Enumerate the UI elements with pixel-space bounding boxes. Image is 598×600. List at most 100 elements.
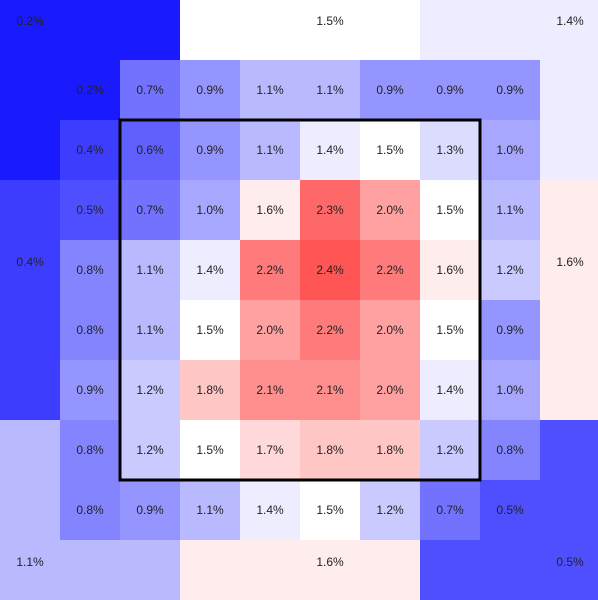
cell-label: 0.8% xyxy=(76,323,104,337)
strike-zone-box xyxy=(118,118,482,482)
cell-label: 1.0% xyxy=(196,203,224,217)
heat-cell xyxy=(240,420,300,480)
zone-label-middle-left: 0.4% xyxy=(16,255,44,269)
zone-bottom-left xyxy=(0,420,180,600)
heat-cell xyxy=(60,420,120,480)
heat-cell xyxy=(480,120,540,180)
heat-cell xyxy=(360,420,420,480)
heat-cell xyxy=(180,360,240,420)
zone-label-top-right: 1.4% xyxy=(556,14,584,28)
cell-label: 1.5% xyxy=(196,323,224,337)
heat-cell xyxy=(480,240,540,300)
heat-cell xyxy=(420,240,480,300)
cell-label: 1.5% xyxy=(316,503,344,517)
heat-cell xyxy=(180,240,240,300)
heat-cell xyxy=(120,120,180,180)
zone-label-bottom-left: 1.1% xyxy=(16,555,44,569)
heat-cell xyxy=(120,60,180,120)
heat-cell xyxy=(60,480,120,540)
heat-cell xyxy=(480,420,540,480)
cell-label: 1.4% xyxy=(316,143,344,157)
cell-label: 1.2% xyxy=(376,503,404,517)
cell-label: 0.9% xyxy=(496,323,524,337)
heat-cell xyxy=(180,300,240,360)
cell-label: 0.2% xyxy=(76,83,104,97)
cell-label: 0.9% xyxy=(376,83,404,97)
cell-label: 1.1% xyxy=(256,83,284,97)
heat-cell xyxy=(60,60,120,120)
cell-label: 2.0% xyxy=(376,203,404,217)
cell-label: 1.8% xyxy=(196,383,224,397)
heat-cell xyxy=(120,300,180,360)
inner-grid xyxy=(60,60,540,540)
cell-label: 0.8% xyxy=(76,443,104,457)
cell-label: 0.9% xyxy=(496,83,524,97)
cell-label: 1.3% xyxy=(436,143,464,157)
heat-cell xyxy=(420,60,480,120)
cell-label: 2.1% xyxy=(316,383,344,397)
cell-label: 1.0% xyxy=(496,143,524,157)
heat-cell xyxy=(60,120,120,180)
heat-cell xyxy=(360,480,420,540)
cell-label: 2.0% xyxy=(376,323,404,337)
cell-label: 1.2% xyxy=(136,443,164,457)
cell-label: 2.2% xyxy=(376,263,404,277)
cell-label: 1.5% xyxy=(196,443,224,457)
heat-cell xyxy=(480,300,540,360)
zone-top-right xyxy=(420,0,598,180)
zone-middle-right xyxy=(540,180,598,420)
zone-label-top-center: 1.5% xyxy=(316,14,344,28)
heat-cell xyxy=(180,480,240,540)
heat-cell xyxy=(180,120,240,180)
cell-label: 0.9% xyxy=(196,143,224,157)
cell-label: 2.1% xyxy=(256,383,284,397)
cell-label: 1.1% xyxy=(196,503,224,517)
heat-cell xyxy=(420,480,480,540)
cell-label: 1.8% xyxy=(316,443,344,457)
heat-cell xyxy=(480,180,540,240)
heat-cell xyxy=(480,60,540,120)
heat-cell xyxy=(180,180,240,240)
cell-label: 0.9% xyxy=(196,83,224,97)
cell-label: 0.9% xyxy=(136,503,164,517)
heat-cell xyxy=(180,420,240,480)
cell-label: 0.4% xyxy=(76,143,104,157)
heat-cell xyxy=(360,300,420,360)
cell-label: 1.1% xyxy=(256,143,284,157)
heat-cell xyxy=(120,480,180,540)
zone-middle-left xyxy=(0,180,60,420)
heat-cell xyxy=(420,300,480,360)
cell-label: 0.5% xyxy=(496,503,524,517)
cell-label: 2.0% xyxy=(256,323,284,337)
cell-label: 1.8% xyxy=(376,443,404,457)
heat-cell xyxy=(240,120,300,180)
heat-cell xyxy=(360,360,420,420)
heat-cell xyxy=(60,360,120,420)
cell-label: 0.8% xyxy=(76,263,104,277)
strike-zone-box-layer xyxy=(118,118,482,482)
heat-cell xyxy=(360,60,420,120)
heat-cell xyxy=(300,240,360,300)
heat-cell xyxy=(120,420,180,480)
cell-label: 1.6% xyxy=(256,203,284,217)
heat-cell xyxy=(240,240,300,300)
heat-cell xyxy=(180,60,240,120)
cell-label: 1.2% xyxy=(496,263,524,277)
cell-label: 0.8% xyxy=(496,443,524,457)
heat-cell xyxy=(360,180,420,240)
cell-label: 1.0% xyxy=(496,383,524,397)
cell-label: 0.5% xyxy=(76,203,104,217)
zone-label-bottom-center: 1.6% xyxy=(316,555,344,569)
heat-cell xyxy=(60,240,120,300)
cell-label: 1.5% xyxy=(436,203,464,217)
zone-label-top-left: 0.2% xyxy=(16,14,44,28)
cell-labels: 0.2% 1.5% 1.4% 0.4% 1.6% 1.1% 1.6% 0.5% 0.2% 0.7%… xyxy=(16,14,584,569)
heat-cell xyxy=(240,60,300,120)
heat-cell xyxy=(360,240,420,300)
cell-label: 2.3% xyxy=(316,203,344,217)
cell-label: 1.2% xyxy=(436,443,464,457)
heat-cell xyxy=(300,120,360,180)
heat-cell xyxy=(480,360,540,420)
